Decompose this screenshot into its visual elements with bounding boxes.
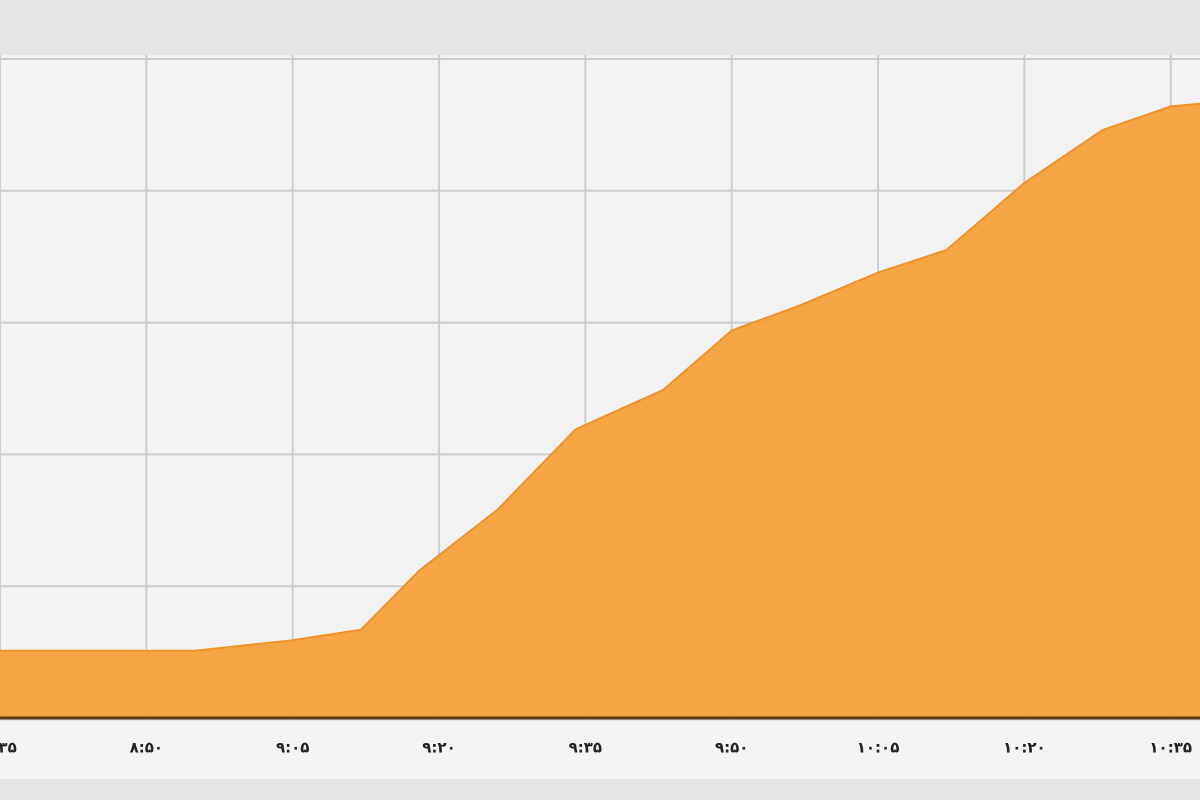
x-tick-label: ۱۰:۰۵ [857,739,900,757]
x-tick-label: ۱۰:۲۰ [1003,739,1046,757]
x-axis-band [0,721,1200,779]
area [0,103,1200,719]
x-tick-label: ۹:۰۵ [276,739,309,757]
x-tick-label: ۹:۳۵ [569,739,602,757]
x-tick-label: ۹:۲۰ [422,739,455,757]
x-tick-label: ۸:۵۰ [130,739,163,757]
area-line [0,102,1200,652]
x-tick-label: ۱۰:۳۵ [1149,739,1192,757]
x-tick-label: ۹:۵۰ [715,739,748,757]
x-tick-label: ۸:۳۵ [0,739,17,757]
